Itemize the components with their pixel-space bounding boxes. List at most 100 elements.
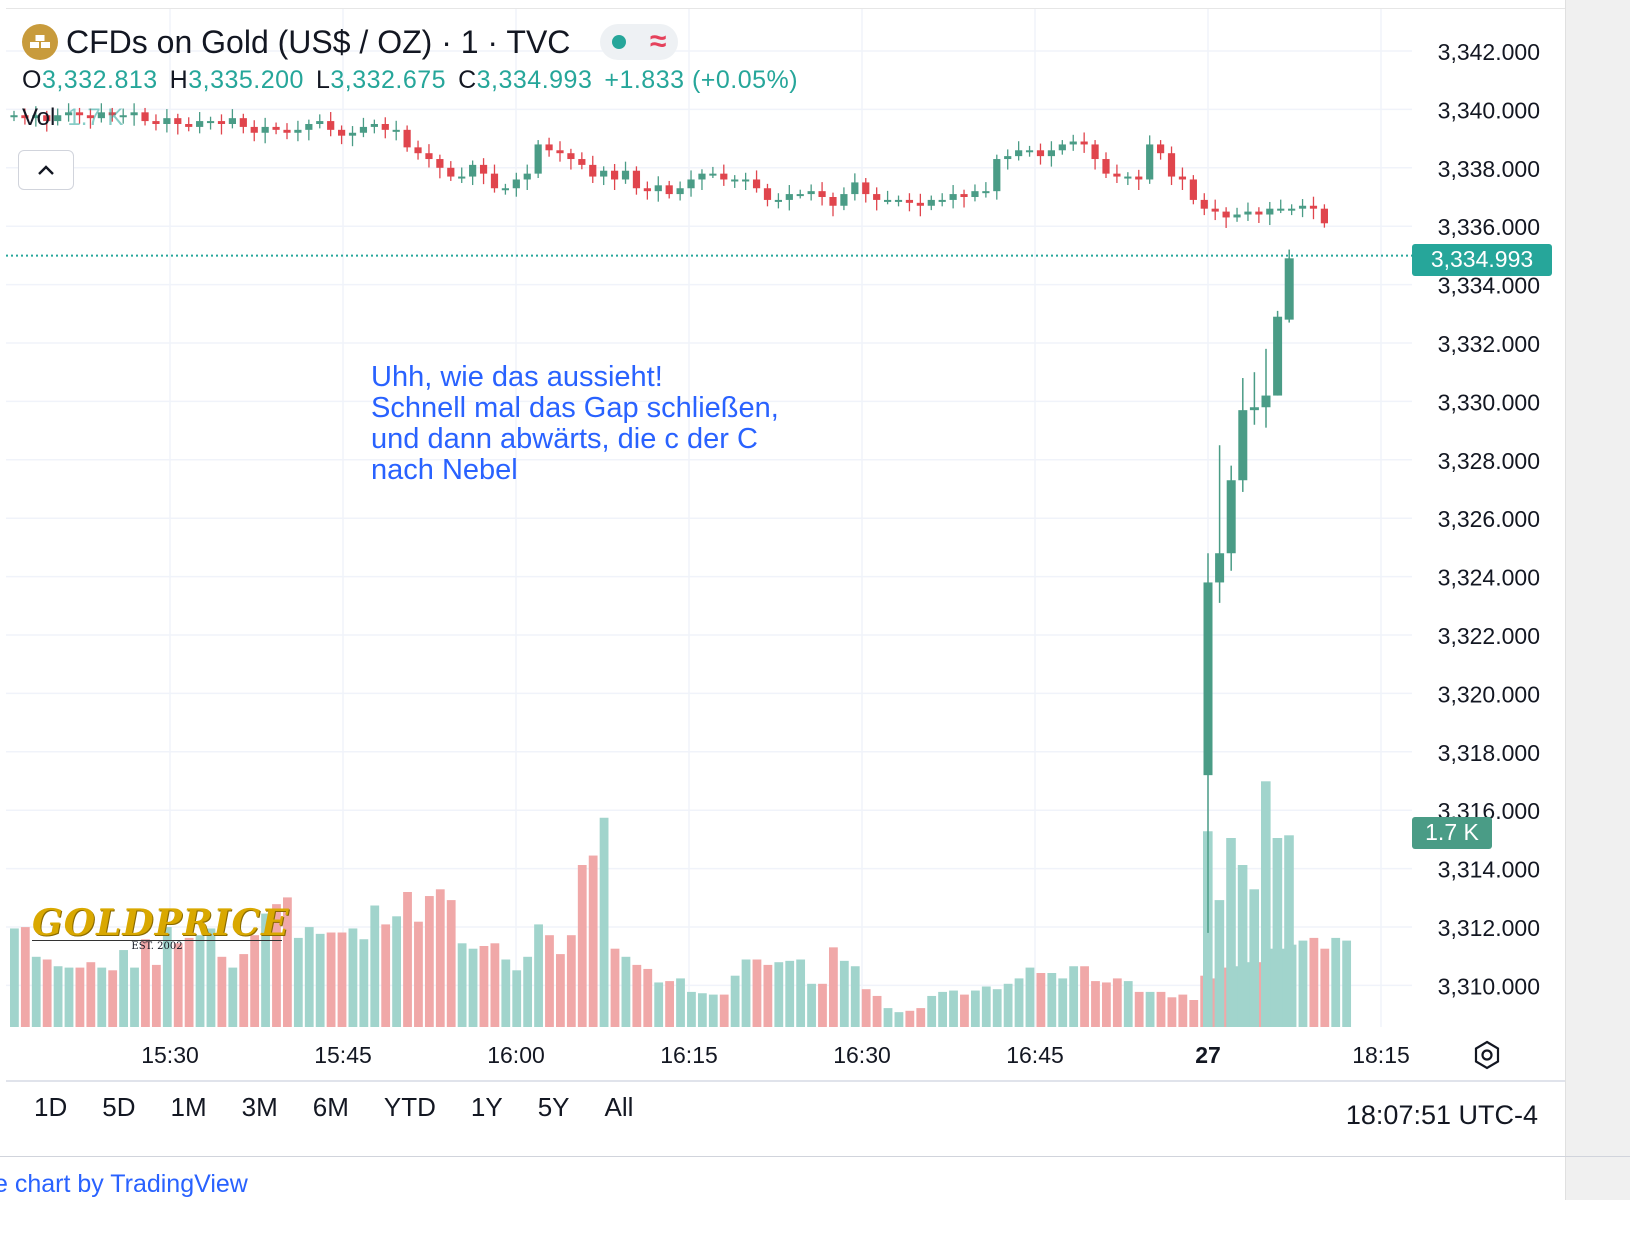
candle-body [403, 129, 411, 148]
price-axis-label: 3,330.000 [1438, 389, 1540, 415]
volume-bar [130, 967, 139, 1027]
candle-body [763, 188, 772, 200]
volume-bar [1058, 978, 1068, 1027]
change-value: +1.833 (+0.05%) [604, 66, 799, 94]
volume-value: 1.7 K [67, 104, 124, 131]
volume-bar [774, 962, 784, 1027]
volume-bar [315, 933, 325, 1027]
candle-body [785, 194, 793, 200]
time-axis-label: 27 [1195, 1042, 1221, 1068]
candle-body [1157, 144, 1165, 154]
volume-bar [435, 889, 445, 1027]
candle-body [458, 176, 466, 179]
volume-bar [905, 1010, 915, 1027]
watermark-est: EST. 2002 [32, 940, 282, 952]
candle-body [392, 129, 400, 132]
candle-body [119, 115, 127, 118]
period-5d-button[interactable]: 5D [102, 1092, 136, 1122]
period-1y-button[interactable]: 1Y [470, 1092, 503, 1122]
candle-body [327, 121, 335, 130]
volume-bar [239, 954, 249, 1027]
volume-bar [414, 921, 423, 1027]
volume-bar [1284, 835, 1294, 1027]
volume-bar [818, 983, 827, 1027]
candle-body [1113, 173, 1121, 177]
candle-body [163, 118, 171, 124]
period-ytd-button[interactable]: YTD [383, 1092, 436, 1122]
volume-bar [348, 928, 358, 1027]
symbol-title[interactable]: CFDs on Gold (US$ / OZ) · 1 · TVC [66, 23, 571, 60]
volume-bar [151, 964, 161, 1027]
tradingview-attribution-link[interactable]: e chart by TradingView [0, 1170, 248, 1198]
volume-bar [1320, 948, 1330, 1027]
candle-body [479, 164, 488, 174]
high-value: 3,335.200 [188, 66, 304, 94]
volume-bar [20, 927, 30, 1027]
volume-bar [1243, 962, 1253, 1027]
candle-body [742, 179, 750, 182]
time-axis[interactable]: 15:30 15:45 16:00 16:15 16:30 16:45 27 18:15 [141, 1042, 1410, 1068]
period-1d-button[interactable]: 1D [34, 1092, 68, 1122]
candle-body [676, 188, 684, 195]
volume-bar [632, 964, 642, 1027]
volume-bar [1254, 962, 1264, 1027]
volume-bar [992, 989, 1002, 1027]
price-axis-label: 3,318.000 [1438, 740, 1540, 766]
high-label: H [169, 66, 189, 94]
market-status-badge[interactable]: ≈ [600, 24, 679, 60]
volume-bar [501, 959, 511, 1027]
chart-annotation-text[interactable]: Uhh, wie das aussieht! Schnell mal das G… [371, 361, 779, 486]
price-axis-label: 3,326.000 [1438, 506, 1540, 532]
volume-bar [883, 1008, 893, 1027]
settings-hexagon-icon[interactable] [1472, 1040, 1502, 1070]
period-all-button[interactable]: All [604, 1092, 634, 1122]
volume-legend[interactable]: Vol 1.7 K [22, 104, 123, 132]
footer-divider [0, 1156, 1630, 1157]
candle-body [1233, 214, 1241, 218]
period-6m-button[interactable]: 6M [312, 1092, 349, 1122]
volume-bar [1091, 981, 1100, 1027]
volume-bar [1309, 937, 1319, 1027]
time-axis-label: 16:00 [487, 1042, 545, 1068]
chart-header: CFDs on Gold (US$ / OZ) · 1 · TVC ≈ O3,3… [22, 22, 798, 95]
price-axis-label: 3,322.000 [1438, 623, 1540, 649]
candle-body [643, 188, 651, 192]
period-5y-button[interactable]: 5Y [537, 1092, 570, 1122]
scrollbar-track[interactable] [1565, 0, 1630, 1200]
volume-bar [42, 959, 52, 1027]
timezone-clock[interactable]: 18:07:51 UTC-4 [1345, 1100, 1538, 1130]
candle-body [469, 164, 477, 177]
volume-bar [621, 956, 631, 1027]
candle-body [654, 185, 662, 192]
grid-lines [6, 9, 1412, 1027]
candle-body [916, 202, 924, 206]
candle-body [960, 194, 968, 197]
svg-text:1.7 K: 1.7 K [1425, 819, 1479, 845]
period-3m-button[interactable]: 3M [241, 1092, 278, 1122]
candle-body [381, 124, 389, 130]
open-value: 3,332.813 [41, 66, 158, 94]
chart-canvas[interactable]: 3,342.000 3,340.000 3,338.000 3,336.000 3,33… [6, 9, 1630, 1203]
close-label: C [458, 66, 477, 94]
volume-bar [894, 1012, 904, 1027]
candle-body [490, 173, 499, 189]
volume-bar [1189, 1000, 1199, 1027]
volume-bar [1331, 937, 1341, 1027]
price-axis-label: 3,328.000 [1438, 448, 1540, 474]
volume-bar [839, 960, 849, 1027]
candle-body [621, 170, 630, 180]
collapse-legend-button[interactable] [18, 150, 74, 190]
volume-bar [566, 935, 576, 1027]
candle-body [348, 132, 357, 136]
volume-bar [1134, 991, 1144, 1027]
candle-body [1266, 208, 1274, 215]
volume-bar [479, 946, 489, 1027]
candle-body [884, 199, 892, 202]
price-axis-label: 3,334.000 [1438, 273, 1540, 299]
period-1m-button[interactable]: 1M [170, 1092, 207, 1122]
candle-body [1211, 208, 1219, 212]
volume-bar [610, 948, 620, 1027]
volume-bar [1233, 966, 1242, 1027]
volume-bar [1272, 838, 1283, 1027]
candlestick-series [10, 103, 1328, 933]
